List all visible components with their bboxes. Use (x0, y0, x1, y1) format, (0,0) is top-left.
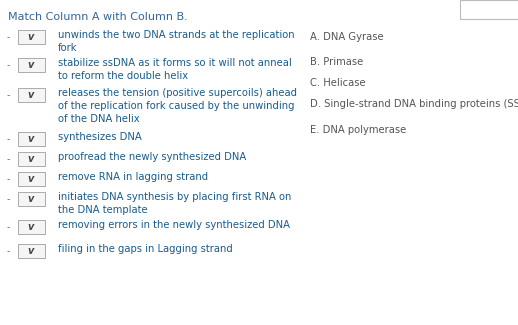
Text: -: - (6, 90, 10, 100)
Text: -: - (6, 222, 10, 232)
Text: v: v (28, 153, 34, 163)
Text: stabilize ssDNA as it forms so it will not anneal
to reform the double helix: stabilize ssDNA as it forms so it will n… (58, 58, 292, 81)
Text: D. Single-strand DNA binding proteins (SSB): D. Single-strand DNA binding proteins (S… (310, 99, 518, 109)
Text: v: v (28, 245, 34, 255)
Text: Match Column A with Column B.: Match Column A with Column B. (8, 12, 188, 22)
Text: filing in the gaps in Lagging strand: filing in the gaps in Lagging strand (58, 244, 233, 254)
Text: v: v (28, 174, 34, 184)
FancyBboxPatch shape (18, 151, 45, 165)
Text: proofread the newly synthesized DNA: proofread the newly synthesized DNA (58, 152, 246, 162)
Text: -: - (6, 174, 10, 184)
Text: v: v (28, 89, 34, 99)
FancyBboxPatch shape (18, 172, 45, 186)
FancyBboxPatch shape (18, 219, 45, 233)
FancyBboxPatch shape (18, 87, 45, 101)
FancyBboxPatch shape (18, 191, 45, 205)
Text: removing errors in the newly synthesized DNA: removing errors in the newly synthesized… (58, 220, 290, 230)
Text: A. DNA Gyrase: A. DNA Gyrase (310, 32, 384, 42)
Text: -: - (6, 154, 10, 164)
FancyBboxPatch shape (18, 58, 45, 72)
Text: B. Primase: B. Primase (310, 57, 363, 67)
Text: E. DNA polymerase: E. DNA polymerase (310, 125, 406, 135)
FancyBboxPatch shape (18, 30, 45, 44)
Text: -: - (6, 60, 10, 70)
Text: synthesizes DNA: synthesizes DNA (58, 132, 142, 142)
Text: -: - (6, 194, 10, 204)
FancyBboxPatch shape (459, 0, 518, 19)
Text: v: v (28, 59, 34, 70)
FancyBboxPatch shape (18, 243, 45, 257)
Text: -: - (6, 134, 10, 144)
FancyBboxPatch shape (18, 132, 45, 146)
Text: v: v (28, 193, 34, 203)
Text: v: v (28, 32, 34, 42)
Text: v: v (28, 222, 34, 231)
Text: -: - (6, 32, 10, 42)
Text: v: v (28, 134, 34, 144)
Text: remove RNA in lagging strand: remove RNA in lagging strand (58, 172, 208, 182)
Text: -: - (6, 246, 10, 256)
Text: initiates DNA synthesis by placing first RNA on
the DNA template: initiates DNA synthesis by placing first… (58, 192, 291, 215)
Text: releases the tension (positive supercoils) ahead
of the replication fork caused : releases the tension (positive supercoil… (58, 88, 297, 124)
Text: C. Helicase: C. Helicase (310, 78, 366, 88)
Text: unwinds the two DNA strands at the replication
fork: unwinds the two DNA strands at the repli… (58, 30, 295, 53)
